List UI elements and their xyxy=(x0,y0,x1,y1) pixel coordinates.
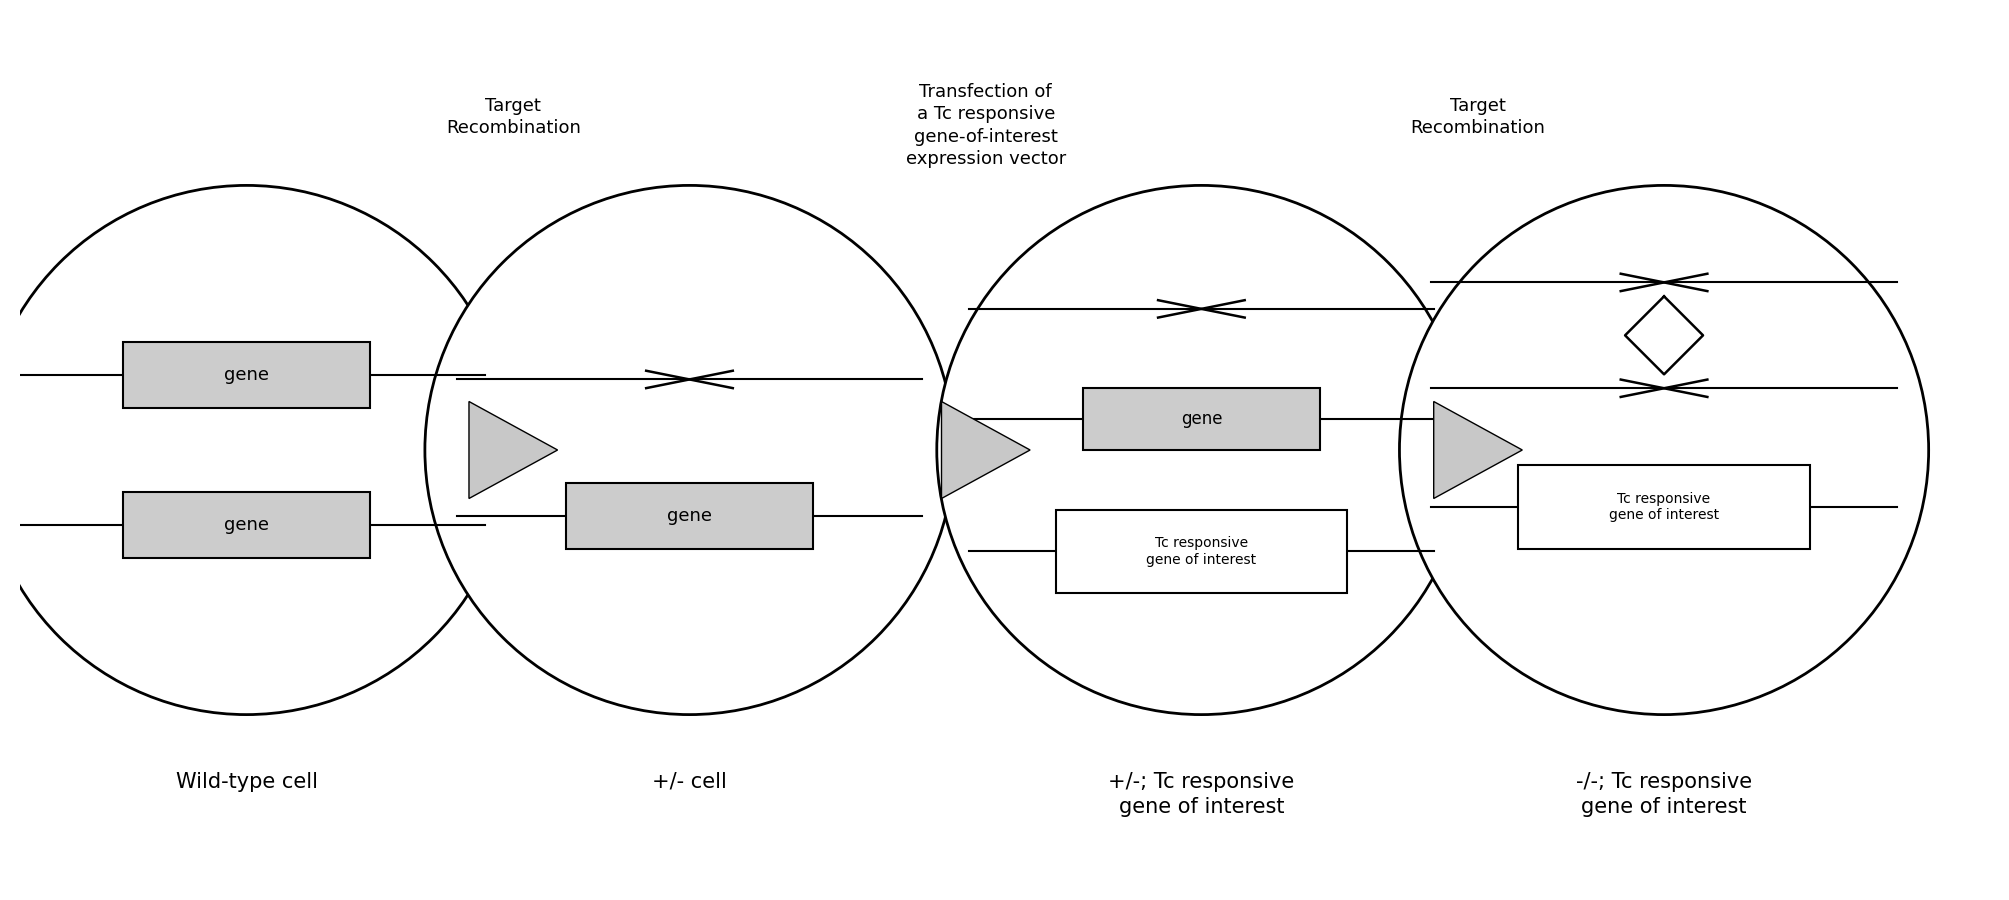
Text: Transfection of
a Tc responsive
gene-of-interest
expression vector: Transfection of a Tc responsive gene-of-… xyxy=(906,83,1067,167)
FancyBboxPatch shape xyxy=(123,492,370,558)
Text: gene: gene xyxy=(225,366,269,384)
Ellipse shape xyxy=(424,185,954,715)
Text: gene: gene xyxy=(667,508,711,526)
Ellipse shape xyxy=(1400,185,1929,715)
Polygon shape xyxy=(468,401,559,499)
Ellipse shape xyxy=(936,185,1467,715)
Text: gene: gene xyxy=(1181,410,1221,428)
Text: gene: gene xyxy=(225,516,269,534)
Polygon shape xyxy=(1434,401,1523,499)
Text: +/- cell: +/- cell xyxy=(653,772,727,792)
Text: Tc responsive
gene of interest: Tc responsive gene of interest xyxy=(1147,536,1256,566)
Polygon shape xyxy=(942,401,1031,499)
FancyBboxPatch shape xyxy=(1519,465,1810,549)
Text: Wild-type cell: Wild-type cell xyxy=(175,772,317,792)
Ellipse shape xyxy=(0,185,510,715)
Text: Tc responsive
gene of interest: Tc responsive gene of interest xyxy=(1609,492,1720,522)
FancyBboxPatch shape xyxy=(1055,509,1348,593)
FancyBboxPatch shape xyxy=(1083,388,1320,450)
FancyBboxPatch shape xyxy=(123,342,370,408)
Text: Target
Recombination: Target Recombination xyxy=(446,96,581,137)
Text: +/-; Tc responsive
gene of interest: +/-; Tc responsive gene of interest xyxy=(1109,772,1294,816)
FancyBboxPatch shape xyxy=(567,483,812,549)
Text: -/-; Tc responsive
gene of interest: -/-; Tc responsive gene of interest xyxy=(1575,772,1752,816)
Text: Target
Recombination: Target Recombination xyxy=(1410,96,1545,137)
